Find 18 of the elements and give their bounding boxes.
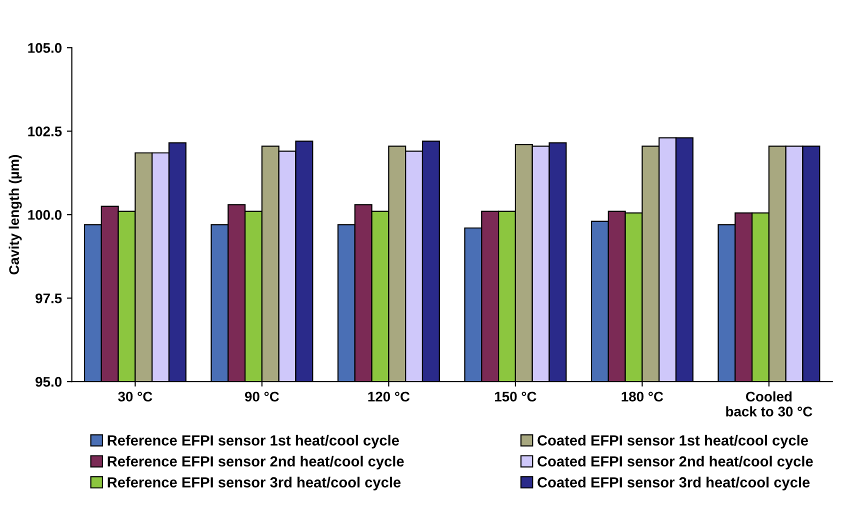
legend-label: Coated EFPI sensor 3rd heat/cool cycle [538,476,810,490]
x-tick-label: 120 °C [368,392,410,402]
legend-label: Coated EFPI sensor 1st heat/cool cycle [538,434,808,448]
y-tick-label: 95.0 [36,376,62,387]
y-axis-title: Cavity length (µm) [8,155,22,274]
legend-label: Reference EFPI sensor 3rd heat/cool cycle [108,476,401,490]
legend-label: Reference EFPI sensor 1st heat/cool cycle [108,434,399,448]
x-tick-label: Cooled back to 30 °C [726,391,812,417]
legend-label: Reference EFPI sensor 2nd heat/cool cycle [108,456,404,470]
y-tick-label: 105.0 [28,43,62,53]
x-tick-label: 180 °C [622,392,664,402]
legend-label: Coated EFPI sensor 2nd heat/cool cycle [538,456,813,470]
y-tick-label: 97.5 [36,293,62,304]
x-tick-label: 150 °C [495,392,536,402]
y-tick-label: 102.5 [28,126,62,136]
y-tick-label: 100.0 [28,210,62,220]
x-tick-label: 90 °C [244,392,280,402]
x-tick-label: 30 °C [118,392,152,402]
